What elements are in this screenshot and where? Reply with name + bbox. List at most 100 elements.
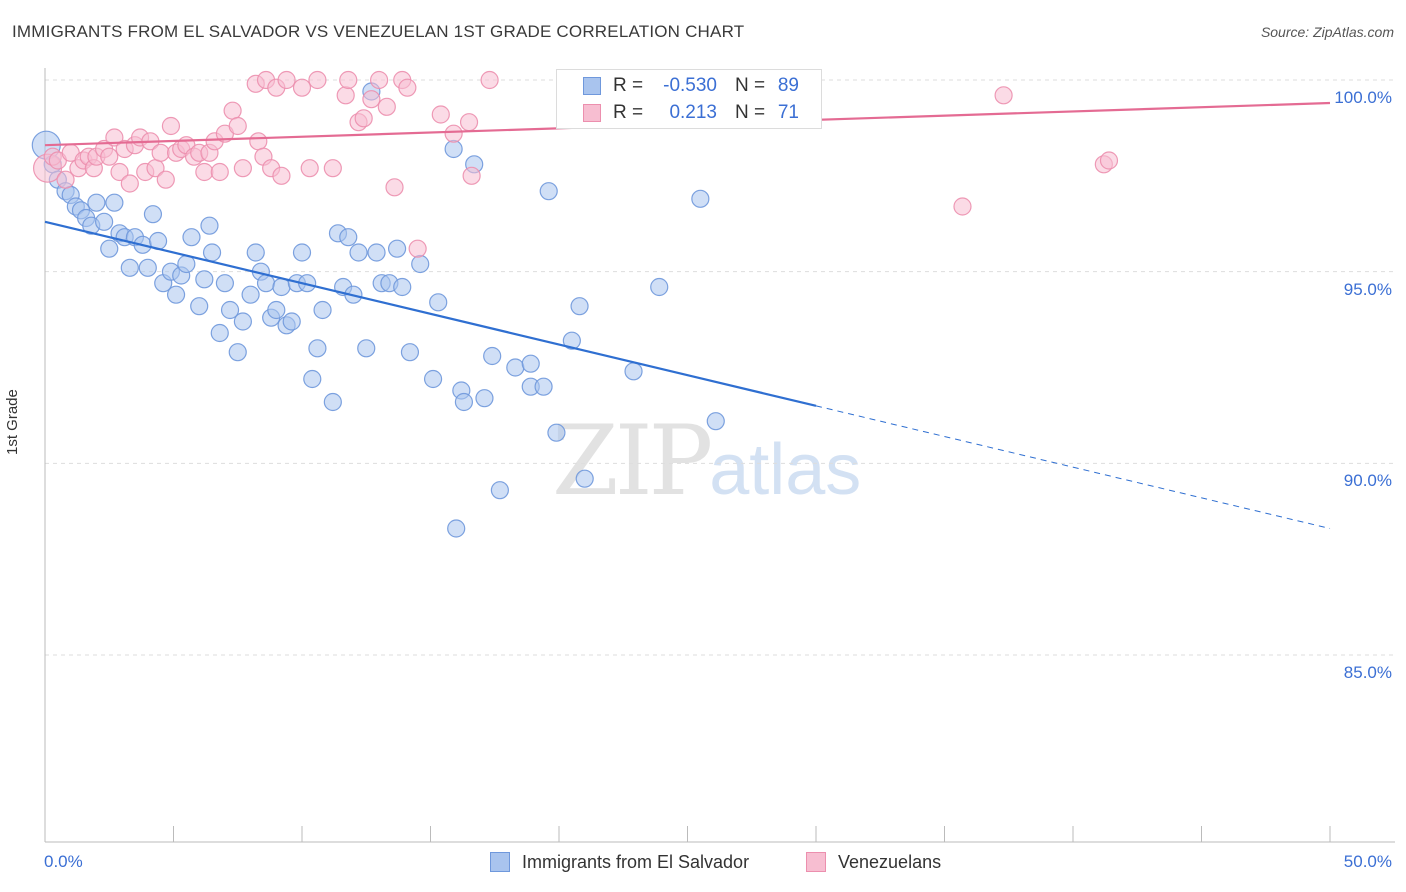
legend-label-venezuelans: Venezuelans xyxy=(838,852,942,872)
venezuelan-point xyxy=(994,86,1013,105)
venezuelan-point xyxy=(120,174,139,193)
chart-title: IMMIGRANTS FROM EL SALVADOR VS VENEZUELA… xyxy=(12,22,745,41)
venezuelan-point xyxy=(462,166,481,185)
salvador-point xyxy=(166,285,186,304)
y-tick-label-90: 90.0% xyxy=(1343,471,1392,491)
venezuelan-point xyxy=(953,197,972,216)
salvador-point xyxy=(475,389,494,408)
venezuelan-point xyxy=(459,113,479,132)
venezuelan-point xyxy=(1099,151,1119,170)
legend-item-venezuelans[interactable]: Venezuelans xyxy=(806,852,941,873)
salvador-point xyxy=(182,228,201,247)
salvador-point xyxy=(87,193,106,212)
watermark: ZIPatlas xyxy=(552,405,861,517)
n-value: 89 xyxy=(777,75,799,96)
salvador-point xyxy=(539,182,558,201)
stats-legend: R = -0.530 N = 89 R = 0.213 N = 71 xyxy=(556,69,822,129)
salvador-point xyxy=(447,519,466,538)
salvador-point xyxy=(444,139,463,159)
salvador-point xyxy=(292,243,312,262)
data-points xyxy=(31,70,1119,538)
venezuelan-point xyxy=(385,178,404,197)
venezuelan-point xyxy=(370,70,389,90)
venezuelan-point xyxy=(249,132,268,151)
salvador-point xyxy=(256,274,276,293)
salvador-point xyxy=(454,392,474,412)
venezuelan-point xyxy=(156,170,175,189)
venezuelan-point xyxy=(100,147,119,166)
r-label: R = xyxy=(613,75,644,96)
salvador-point xyxy=(303,369,322,389)
venezuelan-point xyxy=(354,109,373,128)
venezuelan-point xyxy=(377,97,396,116)
legend-label-salvador: Immigrants from El Salvador xyxy=(522,852,750,872)
venezuelan-point xyxy=(408,239,427,258)
venezuelan-point xyxy=(228,116,247,136)
x-tick-label-min: 0.0% xyxy=(44,852,83,871)
salvador-point xyxy=(429,293,448,312)
venezuelan-point xyxy=(272,166,291,185)
y-tick-label-85: 85.0% xyxy=(1343,663,1392,682)
venezuelan-point xyxy=(195,162,214,182)
y-tick-label-95: 95.0% xyxy=(1343,279,1392,299)
venezuelan-point xyxy=(210,162,229,182)
y-tick-label-100: 100.0% xyxy=(1334,88,1392,107)
stats-legend-row-salvador: R = -0.530 N = 89 xyxy=(557,74,821,100)
legend-swatch-salvador xyxy=(490,852,510,872)
salvador-point xyxy=(120,258,139,277)
salvador-point xyxy=(246,243,265,262)
n-label: N = xyxy=(735,102,766,123)
venezuelan-point xyxy=(480,70,499,90)
n-label: N = xyxy=(735,75,766,96)
salvador-point xyxy=(575,469,594,488)
venezuelan-point xyxy=(398,78,417,97)
salvador-point xyxy=(323,392,342,412)
salvador-point xyxy=(215,274,234,293)
salvador-point xyxy=(650,277,669,297)
venezuelan-point xyxy=(323,159,342,178)
salvador-point xyxy=(562,331,581,350)
venezuelan-point xyxy=(110,162,129,182)
salvador-point xyxy=(267,300,286,320)
salvador-point xyxy=(200,216,219,235)
venezuelan-point xyxy=(277,70,296,90)
salvador-point xyxy=(483,346,502,366)
salvador-point xyxy=(210,323,229,343)
salvador-point xyxy=(190,297,209,316)
watermark-zip: ZIP xyxy=(552,405,713,517)
venezuelan-point xyxy=(444,124,463,143)
salvador-point xyxy=(367,243,386,262)
salvador-point xyxy=(100,239,119,258)
venezuelan-point xyxy=(362,90,381,109)
salvador-point xyxy=(393,277,412,297)
r-value: -0.530 xyxy=(663,75,717,96)
venezuelan-point xyxy=(292,78,312,97)
venezuelan-point xyxy=(151,143,170,162)
venezuelan-point xyxy=(233,159,252,178)
salvador-point xyxy=(570,297,589,316)
salvador-swatch xyxy=(583,77,601,95)
salvador-point xyxy=(220,300,240,320)
legend-swatch-venezuelans xyxy=(806,852,826,872)
salvador-trend-line xyxy=(44,220,817,407)
salvador-point xyxy=(506,358,525,377)
salvador-point xyxy=(313,300,332,320)
venezuelan-point xyxy=(431,105,450,124)
n-value: 71 xyxy=(777,102,799,123)
salvador-point xyxy=(202,243,222,262)
stats-legend-row-venezuelans: R = 0.213 N = 71 xyxy=(557,101,821,127)
venezuelan-point xyxy=(223,101,242,120)
venezuelan-point xyxy=(161,116,181,136)
legend-item-salvador[interactable]: Immigrants from El Salvador xyxy=(490,852,749,873)
salvador-point xyxy=(423,369,443,389)
source-label: Source: ZipAtlas.com xyxy=(1260,24,1394,40)
salvador-point xyxy=(282,312,301,331)
salvador-point xyxy=(490,481,509,500)
salvador-point xyxy=(349,243,368,262)
venezuelans-swatch xyxy=(583,104,601,122)
salvador-point xyxy=(339,228,358,247)
salvador-point xyxy=(400,343,420,362)
salvador-point xyxy=(357,339,376,358)
axes xyxy=(44,68,1395,843)
